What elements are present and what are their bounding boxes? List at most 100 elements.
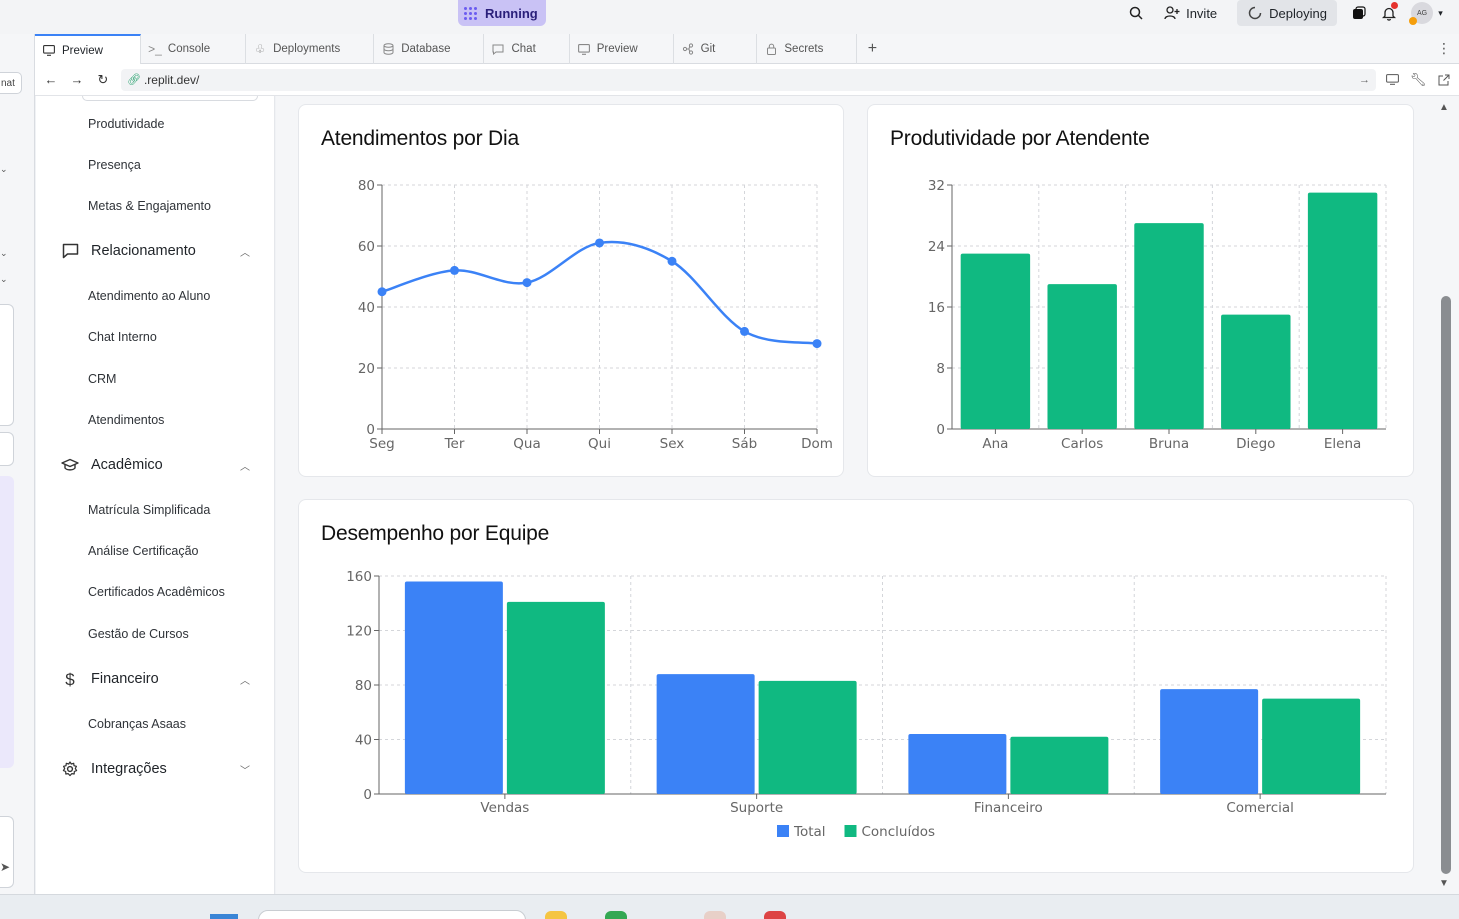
y-tick-label: 160: [346, 569, 372, 585]
data-point: [667, 256, 677, 266]
grouped-bar-chart: 0 40 80 120 160 Vendas Suporte Financeiro Comerc…: [346, 569, 1387, 840]
tab-console[interactable]: >_ Console: [141, 34, 247, 64]
bar-concluídos: [1262, 698, 1361, 794]
back-arrow-icon[interactable]: ←: [44, 72, 58, 87]
chart-title: Produtividade por Atendente: [890, 127, 1150, 150]
sidebar-section-label: Relacionamento: [91, 243, 196, 259]
devices-icon[interactable]: [1384, 72, 1400, 88]
link-icon: 🔗︎: [127, 74, 141, 86]
sidebar-section-financeiro[interactable]: $ Financeiro ︿: [60, 669, 250, 689]
sidebar-section-academico[interactable]: Acadêmico ︿: [60, 455, 250, 475]
chevron-up-icon: ︿: [240, 461, 250, 473]
url-field[interactable]: 🔗︎ .replit.dev/ →: [121, 68, 1376, 91]
workspace-tabs: Preview >_ Console ♧ Deployments Databas…: [35, 34, 1459, 65]
tab-secrets[interactable]: Secrets: [757, 34, 858, 64]
data-point: [377, 287, 387, 297]
x-tick-label: Qui: [588, 436, 611, 452]
wrench-icon[interactable]: 🔧︎: [1409, 72, 1427, 87]
tab-database[interactable]: Database: [374, 34, 485, 64]
tab-deployments[interactable]: ♧ Deployments: [246, 34, 375, 64]
bar: [1134, 223, 1204, 429]
graduation-cap-icon: [60, 455, 80, 475]
tab-preview[interactable]: Preview: [35, 34, 141, 65]
sidebar-item-atendimentos[interactable]: Atendimentos: [88, 413, 165, 427]
bar-concluídos: [1010, 736, 1109, 794]
app-icon[interactable]: [605, 911, 627, 919]
y-tick-label: 0: [363, 787, 372, 803]
chart-card-desempenho-por-equipe: Desempenho por Equipe 0 40 80 120 160 Vendas S…: [298, 499, 1414, 873]
app-icon[interactable]: [764, 911, 786, 919]
tab-preview-2[interactable]: Preview: [570, 34, 674, 64]
search-icon[interactable]: [1128, 5, 1144, 21]
chevron-up-icon: ︿: [240, 675, 250, 687]
forward-arrow-icon[interactable]: →: [70, 72, 84, 87]
dollar-icon: $: [65, 669, 75, 689]
chevron-down-icon[interactable]: ⌄: [0, 248, 8, 258]
sidebar-item-atendimento-ao-aluno[interactable]: Atendimento ao Aluno: [88, 289, 211, 303]
window-stack-icon[interactable]: [1351, 5, 1367, 21]
run-status-label: Running: [485, 5, 538, 21]
chevron-down-icon[interactable]: ⌄: [0, 164, 8, 174]
reload-icon[interactable]: ↻: [97, 72, 109, 87]
legend-label: Total: [793, 824, 826, 840]
x-tick-label: Vendas: [480, 800, 529, 816]
sidebar-section-label: Financeiro: [91, 671, 159, 687]
chevron-down-icon[interactable]: ⌄: [0, 274, 8, 284]
x-tick-label: Suporte: [730, 800, 783, 816]
taskbar-search[interactable]: [258, 910, 526, 919]
sidebar-item-produtividade[interactable]: Produtividade: [88, 117, 165, 131]
deploying-label: Deploying: [1269, 5, 1327, 21]
page-scrollbar[interactable]: ▲ ▼: [1436, 96, 1459, 894]
sidebar-item-certificados-academicos[interactable]: Certificados Acadêmicos: [88, 585, 225, 599]
scroll-up-icon[interactable]: ▲: [1439, 102, 1449, 113]
sidebar-section-label: Acadêmico: [91, 457, 163, 473]
sidebar-item-chat-interno[interactable]: Chat Interno: [88, 330, 157, 344]
tab-label: Preview: [596, 43, 638, 55]
chart-card-atendimentos-por-dia: Atendimentos por Dia 0 20 40 60 80 Seg Ter Qua Q…: [298, 104, 844, 477]
sidebar-item-crm[interactable]: CRM: [88, 372, 117, 386]
git-icon: [682, 41, 694, 57]
dashboard-main: Atendimentos por Dia 0 20 40 60 80 Seg Ter Qua Q…: [276, 96, 1436, 894]
sidebar-item-presenca[interactable]: Presença: [88, 158, 141, 172]
sidebar-item-gestao-de-cursos[interactable]: Gestão de Cursos: [88, 627, 189, 641]
x-tick-label: Seg: [369, 436, 394, 452]
left-panel-button[interactable]: nat: [0, 72, 22, 94]
plus-icon: +: [867, 39, 878, 57]
sidebar-item-cobrancas-asaas[interactable]: Cobranças Asaas: [88, 717, 186, 731]
sidebar-item-analise-certificacao[interactable]: Análise Certificação: [88, 544, 199, 558]
tab-git[interactable]: Git: [674, 34, 758, 64]
chat-bubble-icon: [60, 241, 80, 261]
windows-start-icon[interactable]: [210, 914, 238, 919]
invite-button[interactable]: Invite: [1158, 0, 1223, 26]
account-menu[interactable]: AG ▾: [1409, 0, 1445, 26]
notification-bell-icon[interactable]: [1381, 2, 1398, 21]
tab-chat[interactable]: Chat: [484, 34, 570, 64]
y-tick-label: 0: [936, 422, 945, 438]
go-arrow-icon[interactable]: →: [1359, 73, 1370, 86]
sidebar-item-metas-engajamento[interactable]: Metas & Engajamento: [88, 199, 211, 213]
left-panel-card: [0, 432, 14, 466]
left-panel-input[interactable]: [0, 816, 14, 888]
x-tick-label: Diego: [1236, 436, 1275, 452]
external-link-icon[interactable]: [1436, 72, 1452, 88]
deploying-button[interactable]: Deploying: [1237, 0, 1337, 26]
run-status-button[interactable]: Running: [458, 0, 546, 26]
scrollbar-thumb[interactable]: [1441, 296, 1451, 874]
scroll-down-icon[interactable]: ▼: [1439, 878, 1449, 889]
left-panel-collapsed: nat ⌄ ⌄ ⌄ ➤: [0, 34, 35, 894]
more-options-button[interactable]: ⋮: [1429, 34, 1459, 63]
tab-label: Preview: [62, 44, 103, 57]
file-explorer-icon[interactable]: [545, 911, 567, 919]
send-icon[interactable]: ➤: [0, 860, 11, 874]
bar: [1307, 192, 1378, 429]
sidebar-section-integracoes[interactable]: Integrações ﹀: [60, 759, 250, 779]
y-tick-label: 32: [928, 178, 945, 194]
app-icon[interactable]: [704, 911, 726, 919]
add-tab-button[interactable]: +: [857, 34, 887, 63]
data-point: [595, 238, 604, 248]
sidebar-section-relacionamento[interactable]: Relacionamento ︿: [60, 241, 250, 261]
y-tick-label: 120: [346, 624, 372, 640]
sidebar-item-matricula-simplificada[interactable]: Matrícula Simplificada: [88, 503, 211, 517]
y-tick-label: 8: [936, 361, 945, 377]
url-text: .replit.dev/: [143, 72, 200, 87]
